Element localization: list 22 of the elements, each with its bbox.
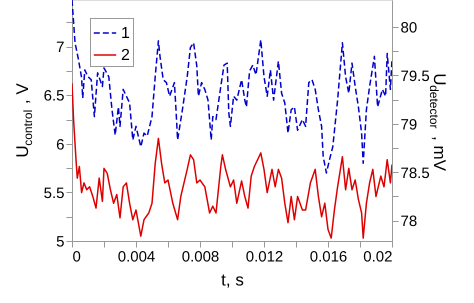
line-series — [72, 0, 392, 174]
y2-tick-label: 80 — [400, 20, 418, 37]
y-axis-title: Ucontrol, V — [13, 82, 35, 158]
x-tick-label: 0.008 — [182, 248, 220, 266]
x-tick-label: 0.02 — [363, 248, 392, 266]
y-tick-label: 6.5 — [44, 88, 64, 105]
x-tick-label: 0.016 — [310, 248, 348, 266]
y-tick-label: 5 — [56, 234, 64, 250]
y-tick-label: 5.5 — [44, 184, 64, 202]
legend-label: 1 — [121, 25, 130, 42]
y2-tick-label: 78.5 — [400, 164, 430, 182]
x-tick-label: 0.004 — [118, 248, 156, 266]
y2-tick-label: 79 — [400, 116, 418, 134]
legend-label: 2 — [121, 47, 130, 64]
x-tick-label: 0 — [72, 248, 81, 266]
x-axis-title: t, s — [221, 270, 244, 290]
x-tick-label: 0.012 — [246, 248, 284, 266]
y-tick-label: 7 — [56, 39, 64, 56]
line-series — [72, 82, 392, 239]
y2-tick-label: 78 — [400, 213, 418, 230]
y2-tick-label: 79.5 — [400, 68, 430, 85]
y-tick-label: 6 — [56, 136, 64, 154]
